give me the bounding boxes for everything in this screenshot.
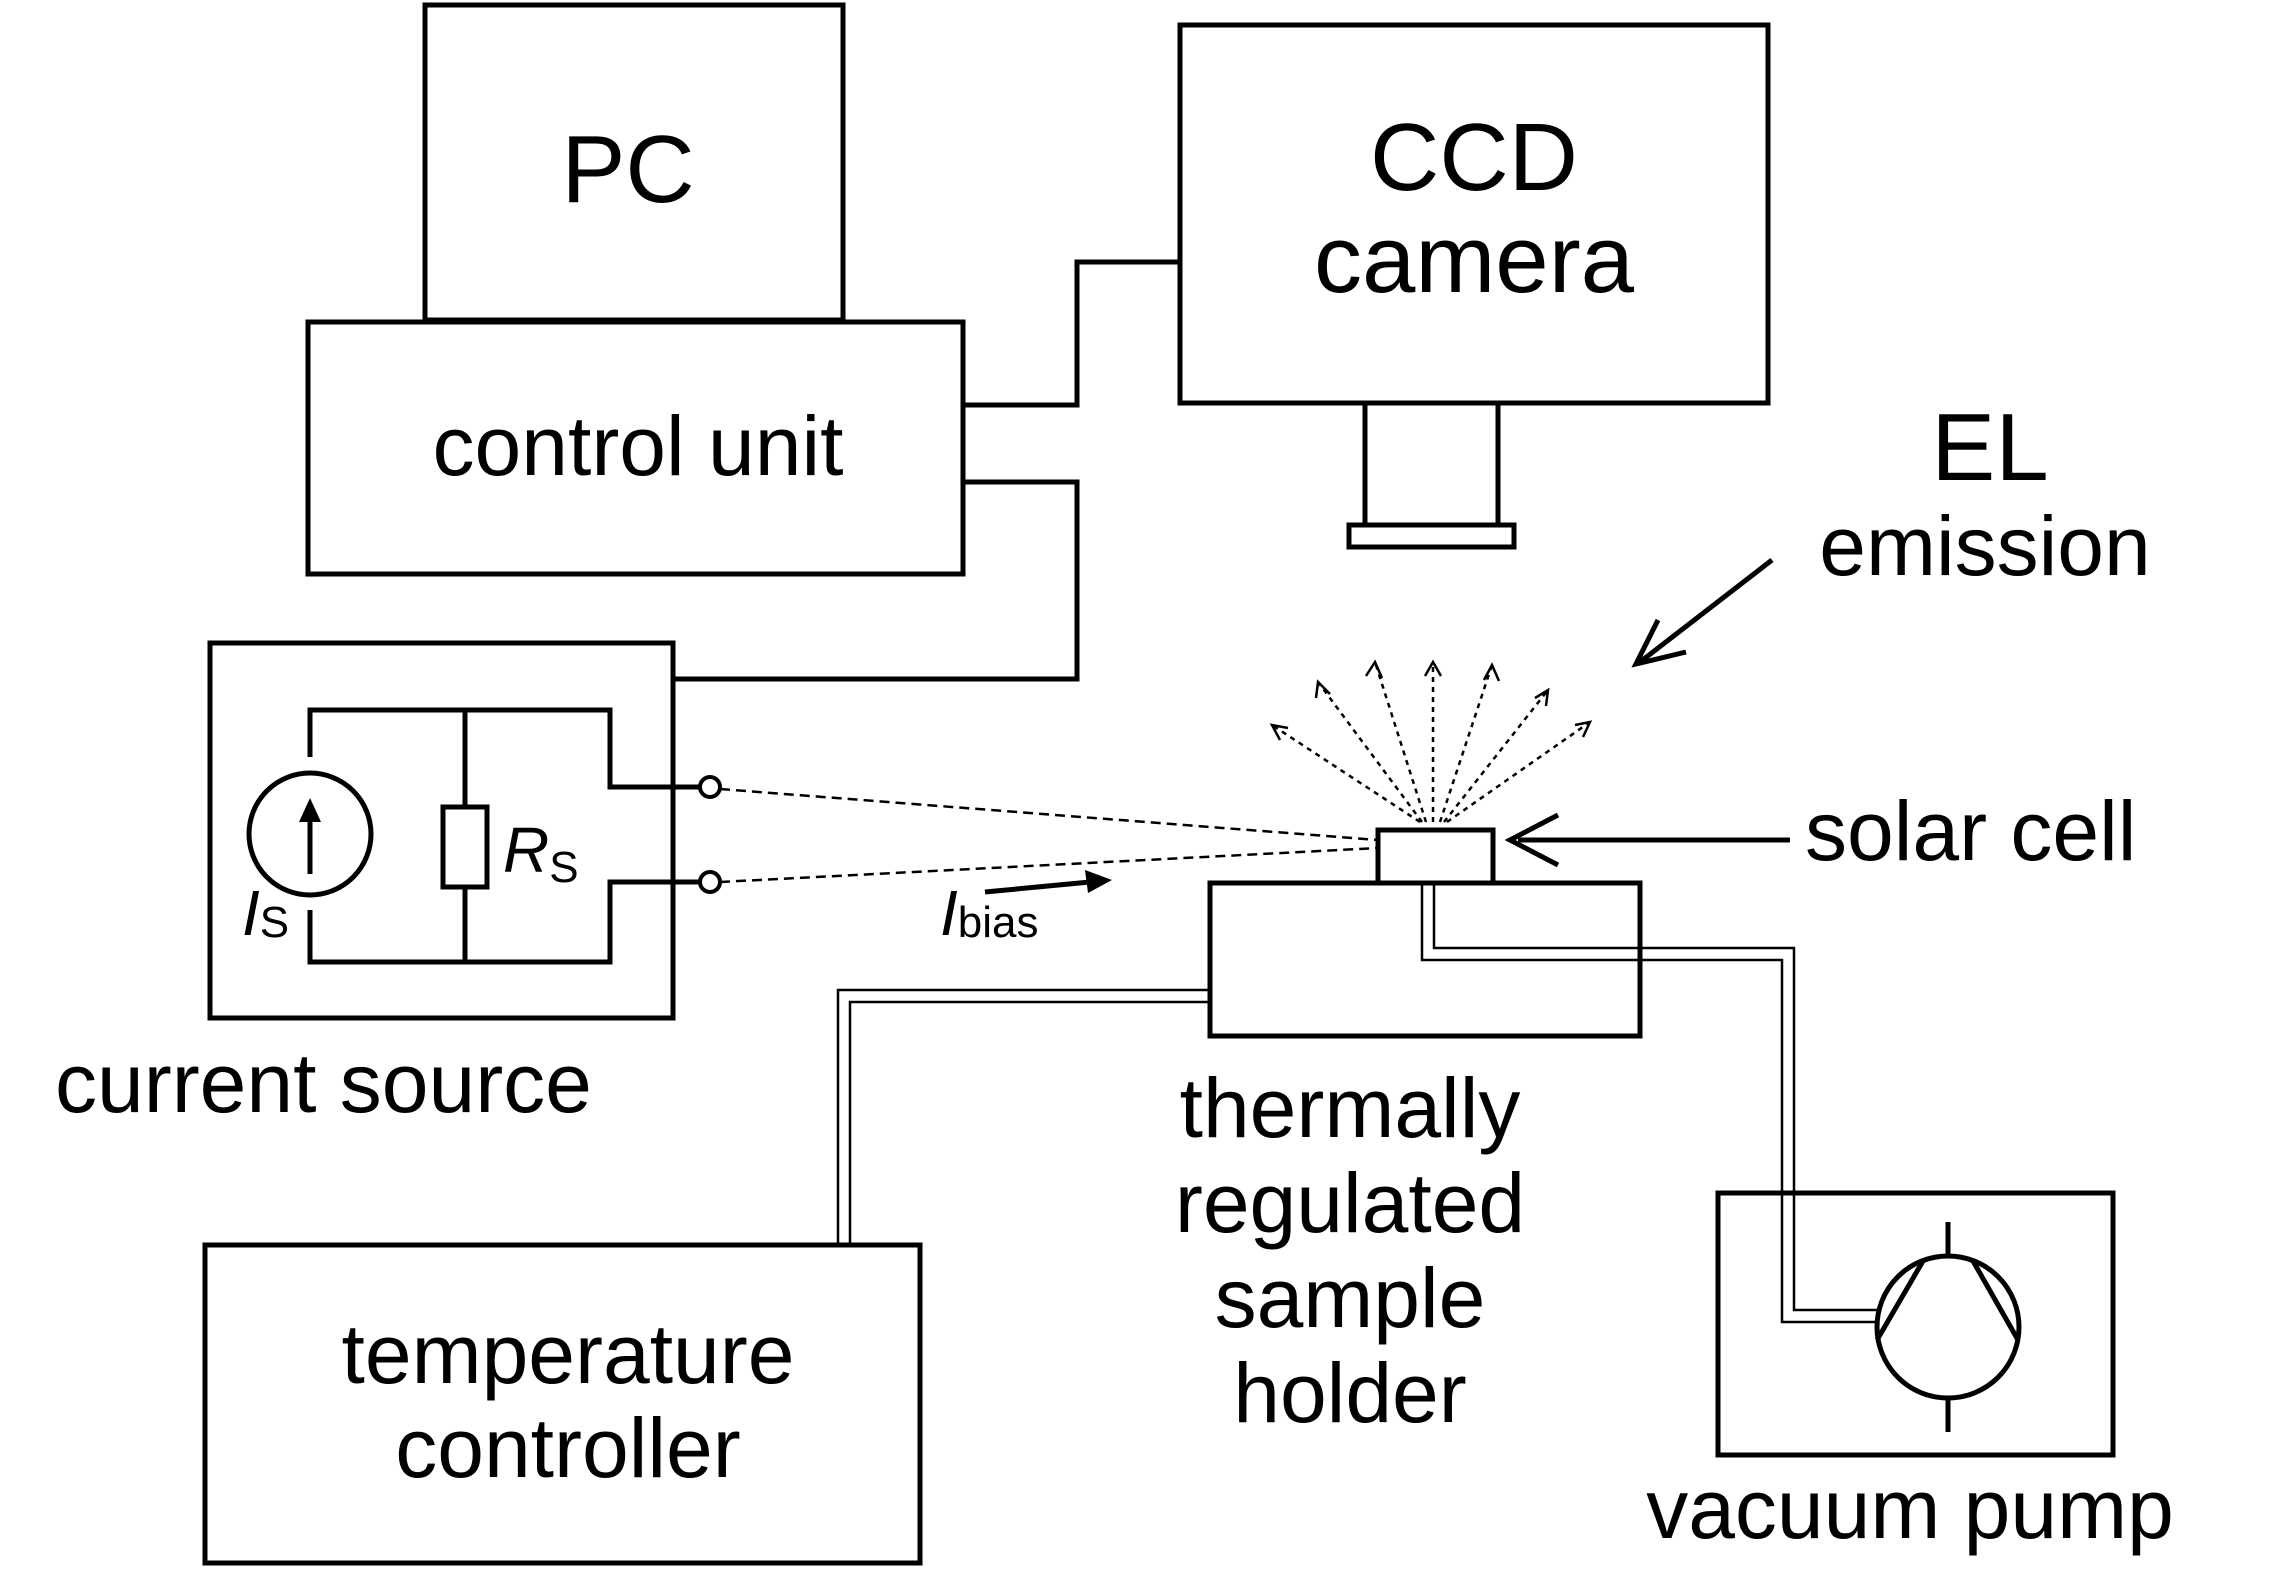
bias-lead-top	[719, 787, 1379, 842]
solar-cell	[1375, 827, 1496, 886]
ccd-camera: CCD camera	[1177, 22, 1771, 550]
current-source-cable	[673, 479, 1080, 682]
vacuum-line-inner	[1432, 883, 1877, 1312]
pump-symbol	[1874, 1253, 2022, 1401]
ibias-arrow	[984, 879, 1091, 895]
current-source-symbol	[246, 770, 374, 898]
pc-box: PC	[422, 2, 846, 323]
pc-label: PC	[561, 116, 694, 223]
temperature-controller-box: temperature controller	[202, 1242, 923, 1566]
rs-label: RS	[503, 814, 579, 892]
el-pointer	[1638, 558, 1774, 664]
temp-label-line1: temperature	[342, 1307, 795, 1401]
ibias-label: Ibias	[940, 877, 1039, 949]
vacuum-pump-box	[1715, 1190, 2116, 1458]
control-unit-label: control unit	[433, 399, 844, 493]
vacuum-pump-label: vacuum pump	[1646, 1462, 2174, 1556]
terminal-positive	[698, 775, 722, 799]
pump-line-right	[1970, 1259, 2021, 1342]
current-source-box: IS RS	[207, 640, 722, 1021]
solar-cell-label: solar cell	[1805, 784, 2136, 878]
source-bottom-wire	[307, 879, 706, 965]
camera-cable	[963, 259, 1180, 408]
holder-label-line1: thermally	[1180, 1061, 1521, 1155]
camera-lens-barrel	[1362, 400, 1501, 528]
ccd-label-line1: CCD	[1370, 104, 1578, 211]
el-emission-rays	[1269, 659, 1593, 824]
current-source-label: current source	[55, 1036, 592, 1130]
solar-cell-pointer-head	[1504, 812, 1560, 868]
terminal-negative	[698, 870, 722, 894]
thermal-line-inner	[848, 1000, 1210, 1245]
ccd-label-line2: camera	[1314, 206, 1635, 313]
holder-label-line4: holder	[1233, 1346, 1467, 1440]
bias-lead-bottom	[719, 846, 1379, 884]
holder-label-line2: regulated	[1175, 1156, 1525, 1250]
current-arrowhead	[299, 798, 321, 822]
el-label-line1: EL	[1931, 394, 2048, 501]
el-pointer-head	[1631, 618, 1687, 668]
holder-label-line3: sample	[1215, 1251, 1486, 1345]
control-unit-box: control unit	[305, 319, 966, 577]
thermal-line-outer	[836, 988, 1210, 1245]
camera-lens-rim	[1346, 522, 1517, 550]
source-top-wire	[307, 707, 706, 790]
is-label: IS	[242, 877, 289, 949]
vacuum-line-outer	[1420, 883, 1877, 1324]
ibias-arrowhead	[1085, 870, 1112, 893]
pump-line-left	[1874, 1259, 1926, 1342]
temp-label-line2: controller	[395, 1401, 740, 1495]
el-label-line2: emission	[1819, 499, 2150, 593]
resistor-symbol	[440, 804, 490, 890]
